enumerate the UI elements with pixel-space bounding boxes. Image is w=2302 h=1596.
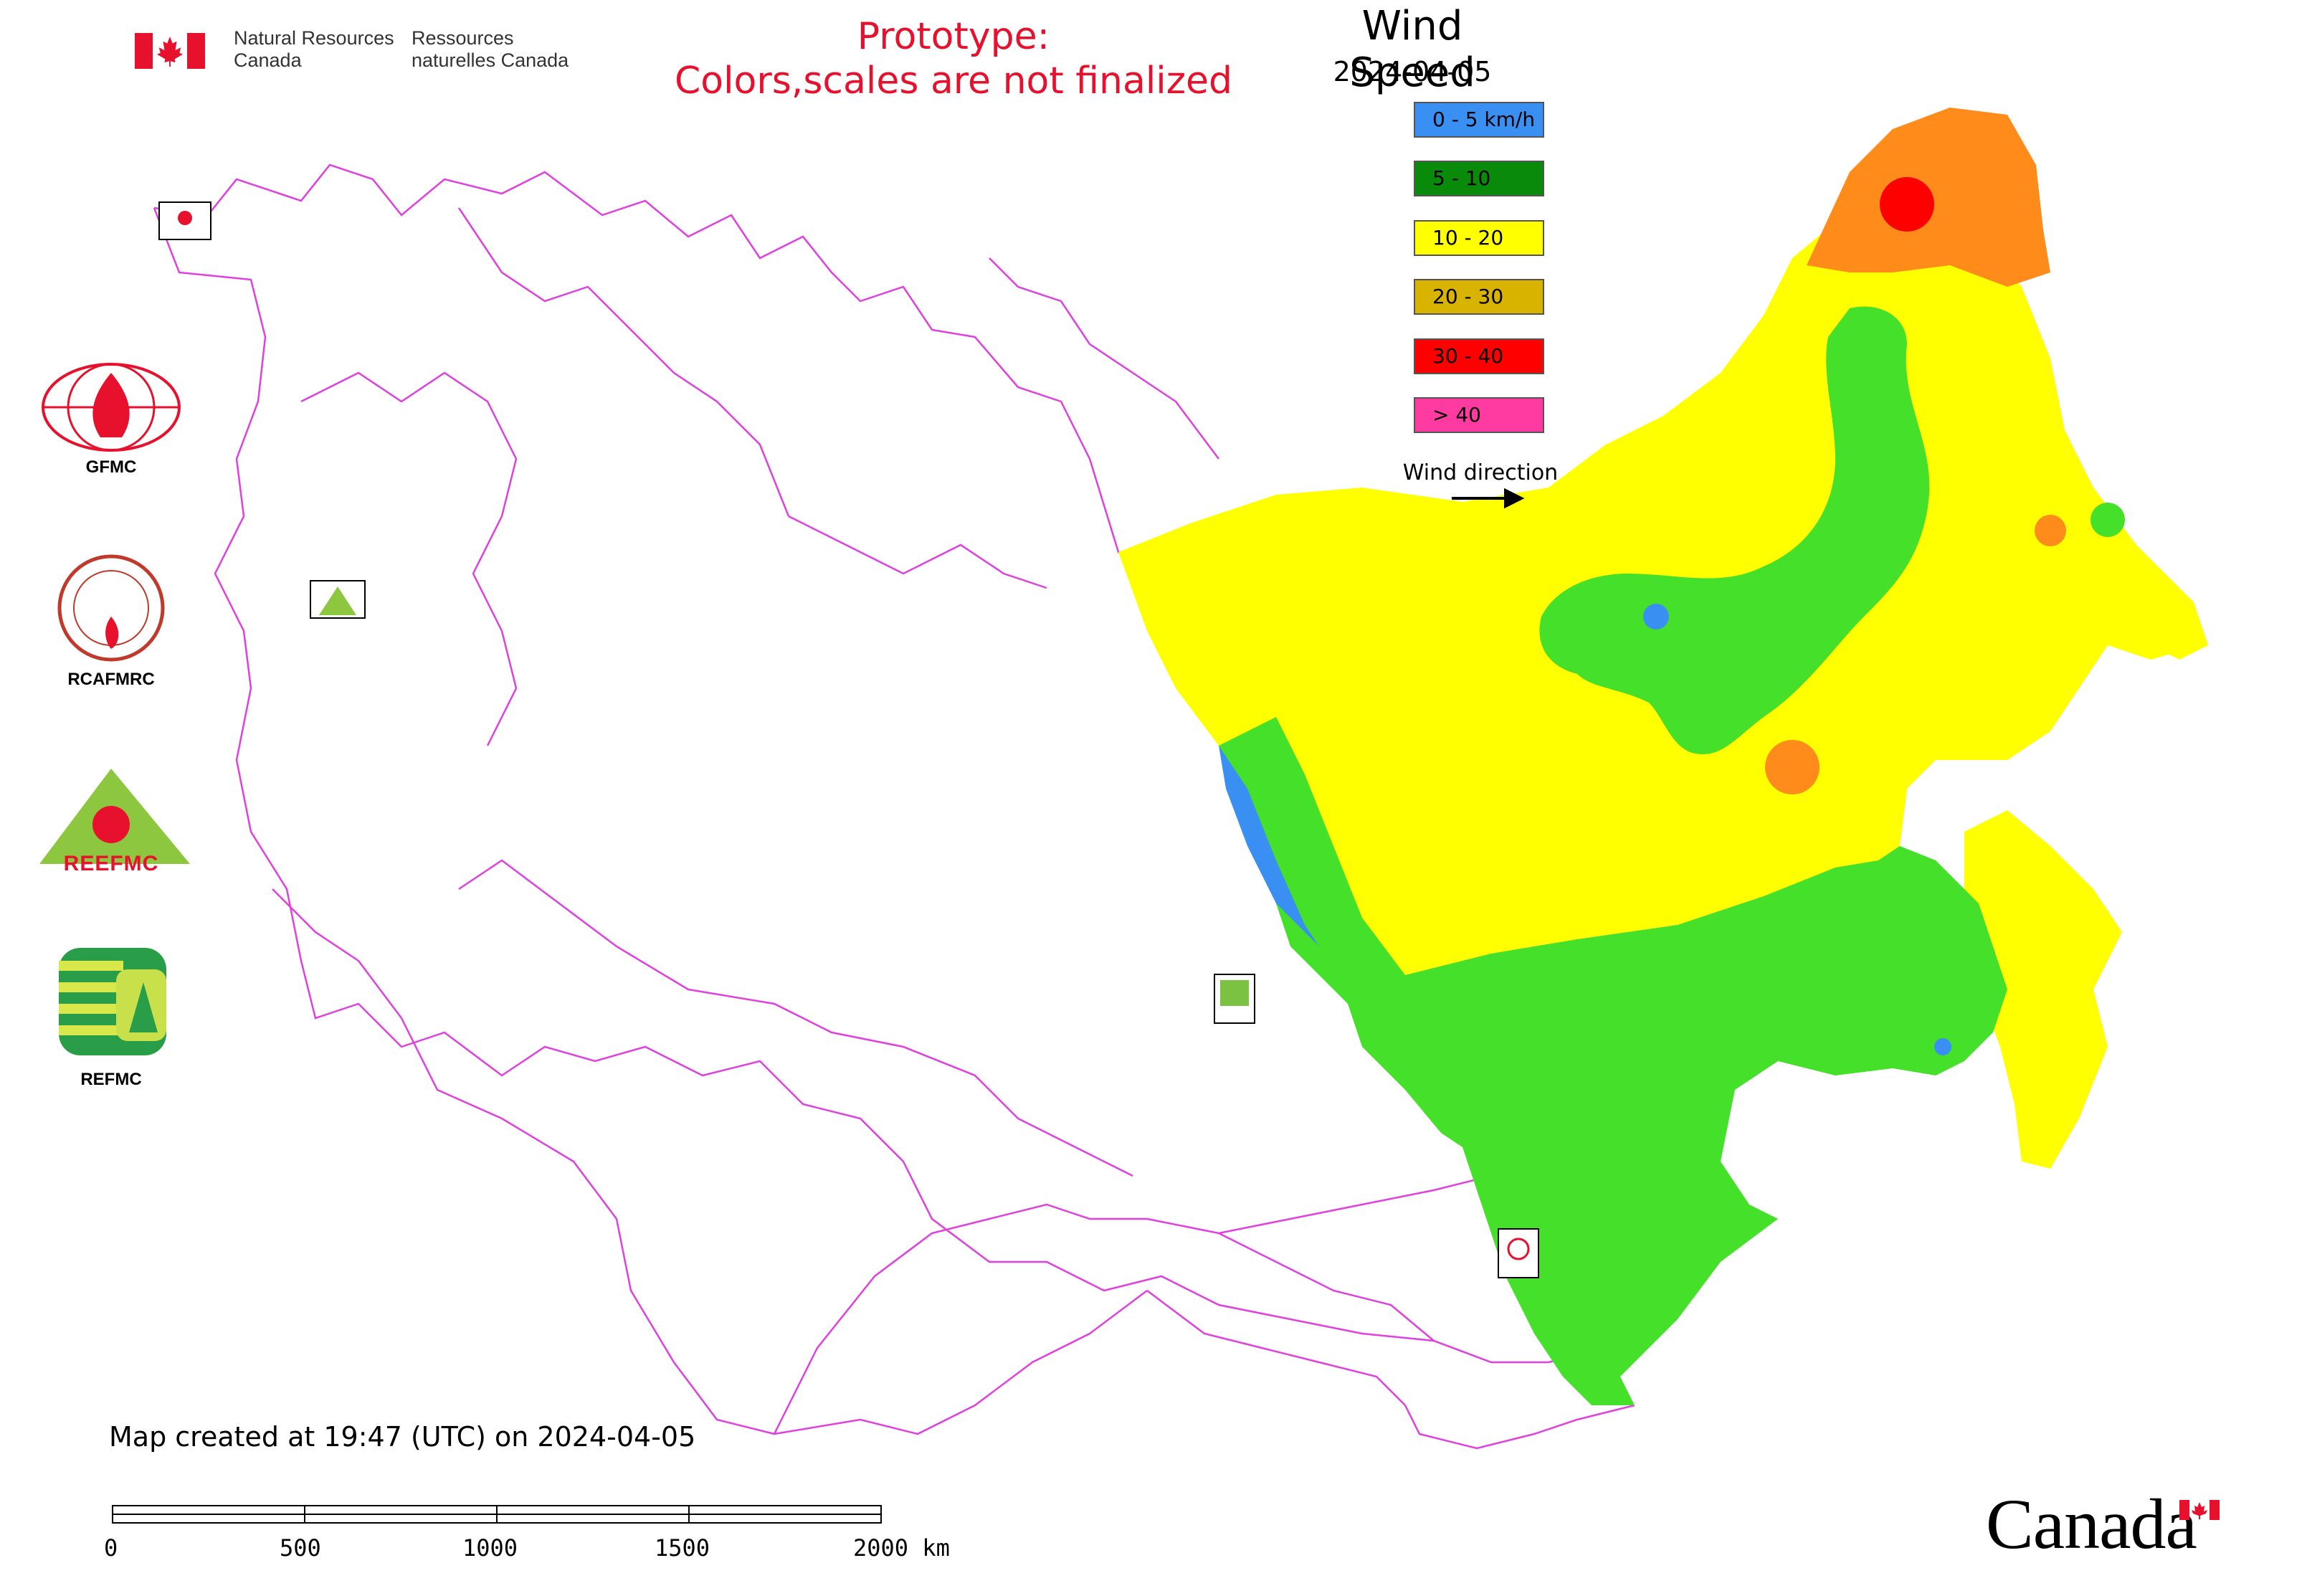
rcafmrc-logo <box>57 554 165 662</box>
legend-item-4: 30 - 40 <box>1414 338 1544 374</box>
canada-wordmark: Canada <box>1986 1483 2197 1565</box>
logo-caption-gfmc: GFMC <box>85 457 137 477</box>
legend-item-2: 10 - 20 <box>1414 220 1544 256</box>
scale-label-2000: 2000 km <box>853 1534 950 1562</box>
refmc-logo <box>59 948 166 1055</box>
agency-name-fr: Ressources naturelles Canada <box>412 27 569 71</box>
prototype-line-1: Prototype: <box>857 15 1050 58</box>
legend-title: Wind Speed <box>1349 3 1475 96</box>
prototype-line-2: Colors,scales are not finalized <box>674 60 1233 103</box>
zone-strong-north <box>1880 177 1934 232</box>
legend-item-1: 5 - 10 <box>1414 161 1544 196</box>
government-signature: Natural Resources Canada Ressources natu… <box>135 27 589 72</box>
country-borders <box>153 163 1650 1450</box>
legend-item-0: 0 - 5 km/h <box>1414 102 1544 138</box>
wind-zones <box>1118 108 2208 1405</box>
zone-light-kamchatka <box>2091 503 2125 537</box>
legend-item-3: 20 - 30 <box>1414 279 1544 315</box>
zone-moderate-east <box>1964 810 2122 1169</box>
zone-fresh-center <box>1765 740 1820 794</box>
agency-name-en: Natural Resources Canada <box>234 27 394 71</box>
wind-direction-label: Wind direction <box>1402 460 1559 485</box>
gfmc-logo <box>42 363 181 452</box>
reefmc-logo <box>39 769 190 864</box>
prototype-notice: Prototype: Colors,scales are not finaliz… <box>645 14 1262 103</box>
zone-fresh-kamchatka <box>2035 515 2066 546</box>
scale-label-1500: 1500 <box>655 1534 710 1562</box>
scale-label-500: 500 <box>280 1534 321 1562</box>
legend-date: 2024-04-05 <box>1333 56 1492 87</box>
legend-item-5: > 40 <box>1414 397 1544 433</box>
canada-wordmark-text: Canada <box>1986 1484 2197 1564</box>
map-created-note: Map created at 19:47 (UTC) on 2024-04-05 <box>109 1421 696 1453</box>
zone-light <box>1219 717 2007 1405</box>
zone-calm-east <box>1934 1038 1951 1055</box>
zone-calm <box>1219 746 1319 946</box>
logo-caption-rcafmrc: RCAFMRC <box>67 670 155 689</box>
scale-label-0: 0 <box>104 1534 118 1562</box>
wordmark-flag-icon <box>2179 1500 2220 1520</box>
rcafmrc-marker <box>1498 1228 1539 1278</box>
logo-caption-reefmc: REEFMC <box>63 852 159 875</box>
canada-flag-icon <box>135 33 205 69</box>
zone-light-band <box>1539 306 1930 754</box>
zone-moderate-kamchatka <box>2007 445 2208 660</box>
logo-caption-refmc: REFMC <box>80 1070 142 1089</box>
scale-bar <box>112 1505 882 1524</box>
wind-direction-arrow <box>1452 488 1525 509</box>
zone-calm-center <box>1643 604 1669 630</box>
scale-label-1000: 1000 <box>462 1534 518 1562</box>
